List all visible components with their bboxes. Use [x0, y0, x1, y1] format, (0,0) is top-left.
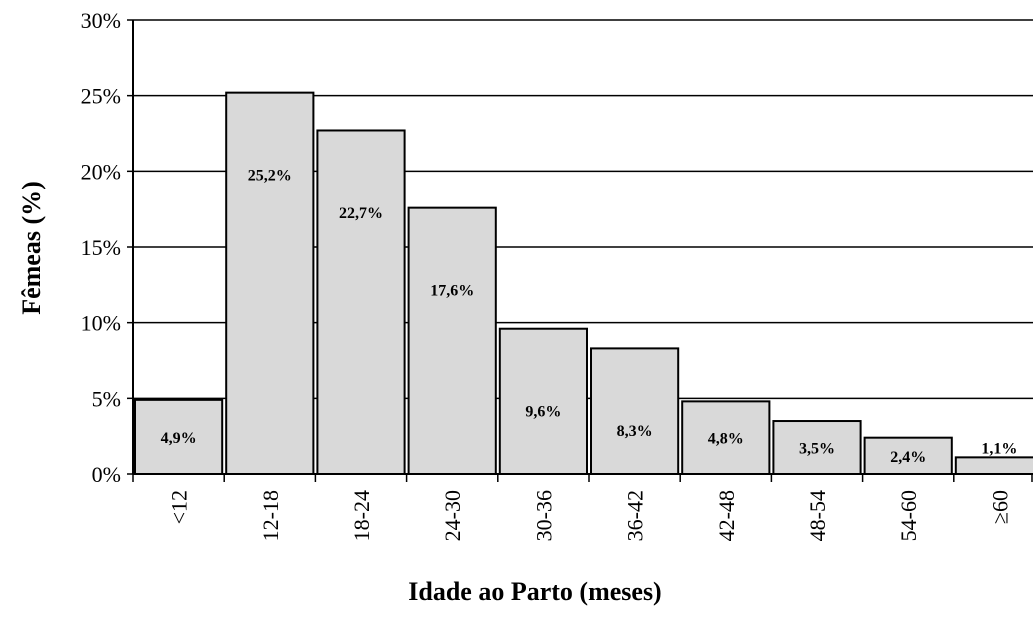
bar	[681, 400, 771, 475]
y-axis-title: Fêmeas (%)	[17, 181, 46, 315]
x-tick-label: ≥60	[987, 490, 1012, 524]
data-label: 4,9%	[161, 430, 197, 447]
data-label: 1,1%	[981, 440, 1017, 457]
y-tick-label: 5%	[92, 386, 121, 411]
data-label: 25,2%	[248, 167, 292, 184]
data-label: 3,5%	[799, 441, 835, 458]
x-tick-label: <12	[167, 490, 192, 524]
data-label: 9,6%	[525, 403, 561, 420]
x-tick-label: 12-18	[258, 490, 283, 541]
y-tick-label: 10%	[81, 311, 121, 336]
bar	[316, 129, 406, 475]
x-tick-label: 24-30	[440, 490, 465, 541]
y-tick-label: 0%	[92, 462, 121, 487]
x-tick-label: 36-42	[623, 490, 648, 541]
x-tick-label: 48-54	[805, 490, 830, 541]
axes	[127, 19, 1033, 482]
bar	[954, 456, 1033, 475]
data-label: 4,8%	[708, 431, 744, 448]
y-tick-label: 30%	[81, 8, 121, 33]
y-tick-label: 15%	[81, 235, 121, 260]
x-tick-label: 30-36	[531, 490, 556, 541]
y-tick-label: 20%	[81, 159, 121, 184]
x-axis-title: Idade ao Parto (meses)	[408, 577, 661, 606]
bars	[134, 91, 1033, 476]
x-tick-label: 54-60	[896, 490, 921, 541]
x-tick-label: 42-48	[714, 490, 739, 541]
data-label: 8,3%	[617, 423, 653, 440]
x-tick-labels: <12 12-18 18-24 24-30 30-36 36-42 42-48 48-54 54…	[167, 490, 1013, 541]
bar	[498, 327, 588, 475]
bar	[590, 347, 680, 476]
bar	[772, 420, 862, 475]
data-label: 2,4%	[890, 449, 926, 466]
data-label: 22,7%	[339, 205, 383, 222]
y-tick-labels: 0% 5% 10% 15% 20% 25% 30%	[81, 8, 121, 487]
x-tick-label: 18-24	[349, 490, 374, 541]
bar	[407, 206, 497, 476]
bar	[225, 91, 315, 475]
data-labels: 4,9% 25,2% 22,7% 17,6% 9,6% 8,3% 4,8% 3,5% 2,4% 1…	[161, 167, 1018, 465]
y-tick-label: 25%	[81, 84, 121, 109]
data-label: 17,6%	[430, 282, 474, 299]
